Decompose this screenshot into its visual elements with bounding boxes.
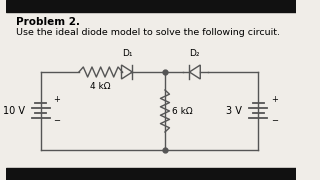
Text: 4 kΩ: 4 kΩ: [91, 82, 111, 91]
Text: D₁: D₁: [122, 49, 132, 58]
Text: +: +: [271, 94, 278, 103]
Text: Problem 2.: Problem 2.: [16, 17, 80, 27]
Bar: [6, 0, 296, 12]
Text: −: −: [53, 116, 60, 125]
Text: D₂: D₂: [189, 49, 200, 58]
Bar: [6, 168, 296, 180]
Text: 3 V: 3 V: [226, 106, 242, 116]
Text: −: −: [271, 116, 278, 125]
Text: 6 kΩ: 6 kΩ: [172, 107, 193, 116]
Text: Use the ideal diode model to solve the following circuit.: Use the ideal diode model to solve the f…: [16, 28, 280, 37]
Text: 10 V: 10 V: [3, 106, 25, 116]
Text: +: +: [53, 94, 60, 103]
